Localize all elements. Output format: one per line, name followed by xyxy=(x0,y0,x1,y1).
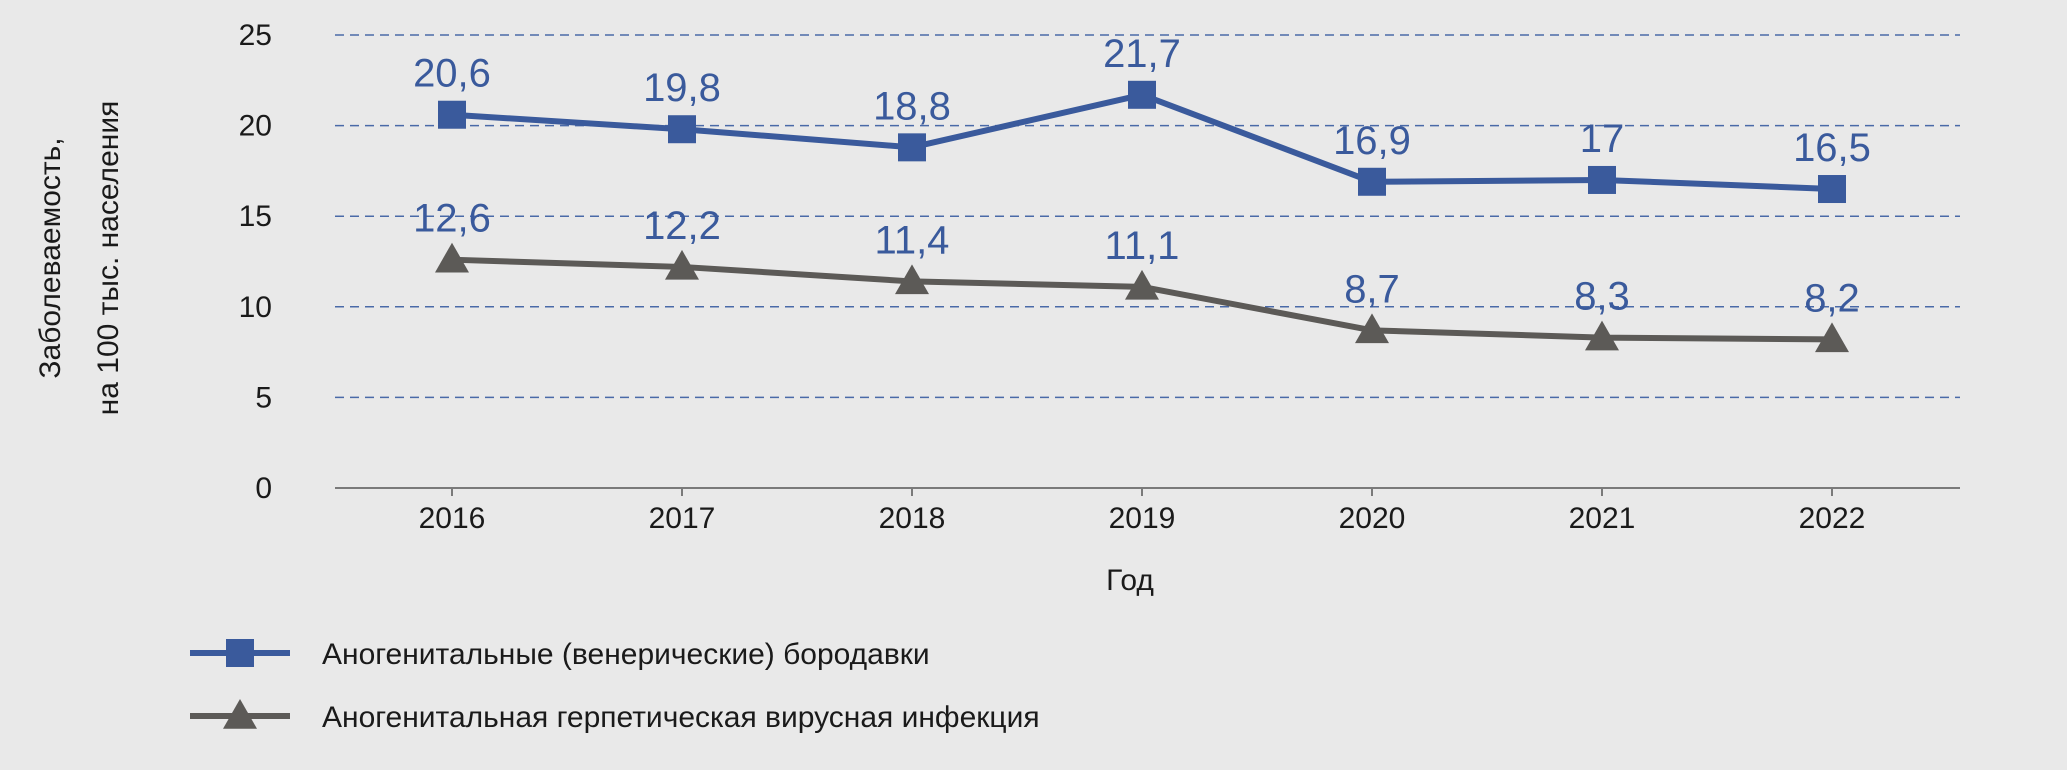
data-label: 12,6 xyxy=(413,197,491,241)
data-label: 11,4 xyxy=(875,218,950,262)
y-axis-title-line-1: Заболеваемость, xyxy=(34,137,67,378)
legend-marker-2 xyxy=(223,699,257,729)
data-label: 19,8 xyxy=(643,66,721,110)
series-2-point xyxy=(435,242,469,273)
x-tick-label: 2019 xyxy=(1109,502,1176,535)
x-tick-label: 2022 xyxy=(1799,502,1866,535)
x-tick-label: 2021 xyxy=(1569,502,1636,535)
data-label: 16,5 xyxy=(1793,126,1871,170)
y-tick-label: 20 xyxy=(239,110,272,143)
data-label: 16,9 xyxy=(1333,119,1411,163)
legend-label-2: Аногенитальная герпетическая вирусная ин… xyxy=(322,701,1040,734)
x-tick-label: 2018 xyxy=(879,502,946,535)
series-1-point xyxy=(438,100,466,129)
y-tick-label: 15 xyxy=(239,200,272,233)
data-label: 12,2 xyxy=(643,204,721,248)
y-tick-label: 25 xyxy=(239,19,272,52)
series-2-point xyxy=(895,264,929,295)
series-1-point xyxy=(898,133,926,162)
x-tick-label: 2016 xyxy=(419,502,486,535)
series-1-point xyxy=(1818,175,1846,204)
x-tick-label: 2020 xyxy=(1339,502,1406,535)
data-label: 21,7 xyxy=(1103,32,1181,76)
series-1-point xyxy=(1128,80,1156,109)
y-tick-label: 5 xyxy=(255,381,272,414)
legend: Аногенитальные (венерические) бородавки А… xyxy=(190,638,1040,734)
x-tick-label: 2017 xyxy=(649,502,716,535)
legend-marker-1 xyxy=(226,639,254,667)
series-2-point xyxy=(1125,269,1159,300)
axes: 0 5 10 15 20 25 2016 2017 2018 2019 2020 2021 2022 xyxy=(239,19,1960,535)
data-labels: 20,6 19,8 18,8 21,7 16,9 17 16,5 12,6 12,2 11,4 11… xyxy=(413,32,1871,321)
series xyxy=(435,80,1849,353)
series-2-point xyxy=(1815,322,1849,353)
series-1-point xyxy=(668,115,696,144)
data-label: 18,8 xyxy=(873,84,951,128)
data-label: 11,1 xyxy=(1105,224,1180,268)
x-axis-title: Год xyxy=(1106,564,1154,597)
y-axis-title-line-2: на 100 тыс. населения xyxy=(92,101,125,416)
series-1-point xyxy=(1588,165,1616,194)
y-tick-label: 10 xyxy=(239,291,272,324)
legend-label-1: Аногенитальные (венерические) бородавки xyxy=(322,638,930,671)
series-2-point xyxy=(665,249,699,280)
y-tick-label: 0 xyxy=(255,472,272,505)
data-label: 20,6 xyxy=(413,52,491,96)
series-1-point xyxy=(1358,167,1386,196)
data-label: 8,3 xyxy=(1574,275,1630,319)
series-2-point xyxy=(1585,320,1619,351)
data-label: 8,2 xyxy=(1804,276,1860,320)
data-label: 17 xyxy=(1580,117,1625,161)
data-label: 8,7 xyxy=(1344,267,1400,311)
series-2-point xyxy=(1355,313,1389,344)
